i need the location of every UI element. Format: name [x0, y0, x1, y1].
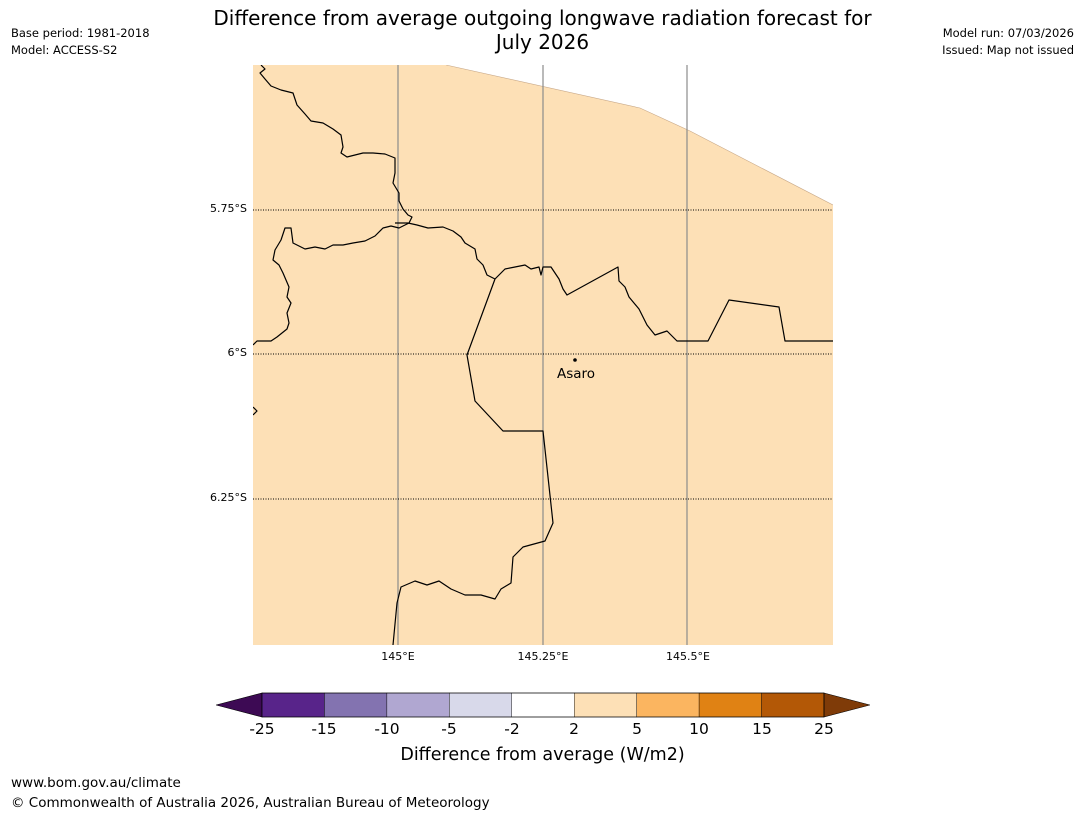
boundary-central-south	[392, 278, 554, 645]
colorbar-bin-0	[261, 692, 325, 718]
cb-tick-4: -2	[504, 720, 520, 738]
footer-url: www.bom.gov.au/climate	[11, 775, 181, 791]
cb-tick-9: 25	[814, 720, 834, 738]
lat-label-6-25s: 6.25°S	[210, 491, 247, 504]
base-period: Base period: 1981-2018	[11, 26, 150, 40]
lat-label-5-75s: 5.75°S	[210, 202, 247, 215]
colorbar-bin-7	[698, 692, 762, 718]
map-canvas: Asaro	[253, 65, 833, 645]
colorbar-under-arrow	[216, 692, 263, 718]
model-name: Model: ACCESS-S2	[11, 43, 118, 57]
asaro-town-label: Asaro	[557, 366, 595, 382]
colorbar-frame	[261, 692, 825, 718]
colorbar-title: Difference from average (W/m2)	[400, 745, 685, 765]
lat-label-6s: 6°S	[227, 346, 247, 359]
colorbar-bin-6	[636, 692, 700, 718]
cb-tick-2: -10	[374, 720, 400, 738]
colorbar-bin-5	[574, 692, 637, 718]
boundary-north-west	[253, 65, 413, 346]
title-line-1: Difference from average outgoing longwav…	[213, 6, 872, 30]
colorbar-bin-4	[511, 692, 575, 718]
cb-tick-6: 5	[632, 720, 642, 738]
map-title: Difference from average outgoing longwav…	[0, 6, 1085, 54]
no-data-region	[446, 65, 833, 205]
colorbar-bin-2	[386, 692, 450, 718]
cb-tick-5: 2	[569, 720, 579, 738]
colorbar	[216, 692, 870, 718]
cb-tick-7: 10	[689, 720, 709, 738]
asaro-town-marker	[573, 358, 577, 362]
cb-tick-0: -25	[249, 720, 275, 738]
boundary-west-fragment	[253, 406, 258, 416]
boundary-north-east	[395, 222, 833, 342]
lon-label-145e: 145°E	[381, 650, 415, 663]
title-line-2: July 2026	[495, 30, 590, 54]
meta-left: Base period: 1981-2018 Model: ACCESS-S2	[11, 25, 150, 59]
colorbar-bin-3	[449, 692, 512, 718]
cb-tick-1: -15	[311, 720, 337, 738]
model-run: Model run: 07/03/2026	[942, 26, 1074, 40]
meta-right: Model run: 07/03/2026 Issued: Map not is…	[942, 25, 1074, 59]
lon-label-145-25e: 145.25°E	[517, 650, 569, 663]
cb-tick-8: 15	[752, 720, 772, 738]
footer-copyright: © Commonwealth of Australia 2026, Austra…	[11, 795, 490, 811]
issued-status: Issued: Map not issued	[942, 43, 1074, 57]
colorbar-bin-1	[324, 692, 388, 718]
cb-tick-3: -5	[441, 720, 457, 738]
colorbar-over-arrow	[823, 692, 870, 718]
lon-label-145-5e: 145.5°E	[666, 650, 710, 663]
colorbar-bin-8	[761, 692, 825, 718]
